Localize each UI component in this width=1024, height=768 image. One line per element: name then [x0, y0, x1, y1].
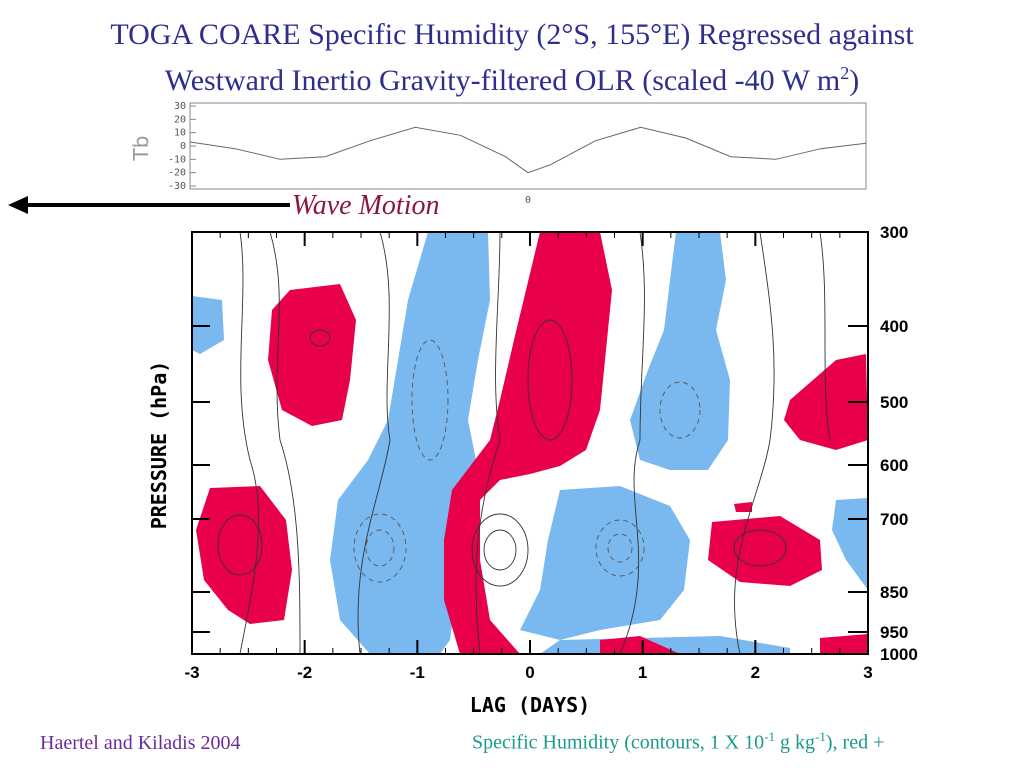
- pos-low-left: [196, 486, 292, 624]
- tb-y-ticks: 30 20 10 0 -10 -20 -30: [168, 101, 196, 192]
- x-tick-label: -2: [297, 663, 312, 682]
- chart-title: TOGA COARE Specific Humidity (2°S, 155°E…: [0, 16, 1024, 100]
- y-tick-label: 700: [880, 510, 908, 529]
- tb-x-tick-label: 0: [525, 195, 531, 206]
- caption-text: Specific Humidity (contours, 1 X 10-1 g …: [472, 729, 885, 754]
- neg-right-upper: [630, 232, 730, 470]
- main-panel: -3 -2 -1 0 1 2 3 300 400 500 600 700 850 950 1000 LAG…: [147, 223, 918, 717]
- pos-small-blob: [734, 502, 752, 512]
- y-tick-label: 400: [880, 317, 908, 336]
- tb-frame: [189, 102, 867, 190]
- tb-panel: 30 20 10 0 -10 -20 -30 Tb 0: [129, 101, 867, 206]
- wave-motion-arrow: [8, 196, 290, 214]
- x-tick-label: 0: [525, 663, 534, 682]
- neg-right-edge: [832, 498, 868, 590]
- tb-y-tick-label: -30: [168, 181, 186, 192]
- main-x-ticks: -3 -2 -1 0 1 2 3: [184, 232, 873, 682]
- credit-text: Haertel and Kiladis 2004: [40, 732, 241, 754]
- tb-y-tick-label: 20: [174, 114, 186, 125]
- y-tick-label: 600: [880, 456, 908, 475]
- y-axis-title: PRESSURE (hPa): [147, 361, 171, 530]
- x-axis-title: LAG (DAYS): [470, 693, 590, 717]
- wave-motion-label: Wave Motion: [292, 190, 440, 221]
- tb-series-line: [189, 126, 867, 174]
- pos-upper-left: [268, 284, 356, 426]
- tb-axis-label: Tb: [129, 136, 153, 162]
- tb-y-tick-label: 10: [174, 128, 186, 139]
- tb-y-tick-label: 0: [180, 141, 186, 152]
- y-tick-label: 950: [880, 623, 908, 642]
- title-line-1: TOGA COARE Specific Humidity (2°S, 155°E…: [110, 18, 914, 51]
- y-tick-label: 300: [880, 223, 908, 242]
- x-tick-label: 1: [638, 663, 647, 682]
- tb-y-tick-label: 30: [174, 101, 186, 112]
- x-tick-label: -3: [184, 663, 199, 682]
- y-tick-label: 1000: [880, 645, 918, 664]
- title-line-2: Westward Inertio Gravity-filtered OLR (s…: [164, 63, 860, 97]
- contour-lines: [217, 231, 831, 655]
- main-y-ticks: 300 400 500 600 700 850 950 1000: [192, 223, 918, 664]
- pos-bottom-center: [600, 636, 680, 654]
- neg-right-lower: [520, 486, 690, 640]
- x-tick-label: 2: [751, 663, 760, 682]
- pos-tilted-band: [444, 232, 612, 654]
- tb-y-tick-label: -10: [168, 154, 186, 165]
- shaded-regions: [192, 232, 868, 654]
- y-tick-label: 850: [880, 583, 908, 602]
- x-tick-label: 3: [863, 663, 872, 682]
- x-tick-label: -1: [410, 663, 425, 682]
- tb-y-tick-label: -20: [168, 168, 186, 179]
- pos-bottom-strip: [820, 634, 868, 654]
- y-tick-label: 500: [880, 393, 908, 412]
- dashed-contours: [353, 339, 701, 583]
